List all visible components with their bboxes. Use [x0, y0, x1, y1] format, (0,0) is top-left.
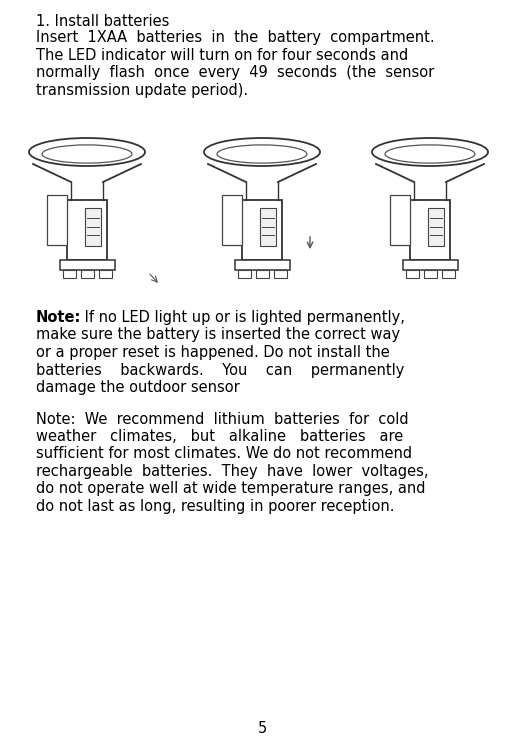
Bar — [62, 270, 75, 278]
Text: weather   climates,   but   alkaline   batteries   are: weather climates, but alkaline batteries… — [36, 429, 403, 444]
Text: damage the outdoor sensor: damage the outdoor sensor — [36, 380, 240, 395]
Text: 5: 5 — [257, 721, 267, 736]
Bar — [242, 200, 282, 260]
Text: batteries    backwards.    You    can    permanently: batteries backwards. You can permanently — [36, 362, 405, 377]
Bar — [274, 270, 287, 278]
Bar — [260, 208, 276, 246]
Bar — [81, 270, 93, 278]
Bar — [442, 270, 454, 278]
Text: do not last as long, resulting in poorer reception.: do not last as long, resulting in poorer… — [36, 499, 395, 514]
Bar — [222, 195, 242, 245]
Bar — [60, 260, 115, 270]
Text: make sure the battery is inserted the correct way: make sure the battery is inserted the co… — [36, 327, 400, 342]
Text: Insert  1XAA  batteries  in  the  battery  compartment.: Insert 1XAA batteries in the battery com… — [36, 30, 434, 45]
Bar — [410, 200, 450, 260]
Text: If no LED light up or is lighted permanently,: If no LED light up or is lighted permane… — [80, 310, 405, 325]
Text: or a proper reset is happened. Do not install the: or a proper reset is happened. Do not in… — [36, 345, 390, 360]
Bar — [402, 260, 457, 270]
Bar — [85, 208, 101, 246]
Text: sufficient for most climates. We do not recommend: sufficient for most climates. We do not … — [36, 447, 412, 461]
Text: normally  flash  once  every  49  seconds  (the  sensor: normally flash once every 49 seconds (th… — [36, 65, 434, 80]
Text: 1. Install batteries: 1. Install batteries — [36, 14, 169, 29]
Bar — [390, 195, 410, 245]
Bar — [235, 260, 289, 270]
Text: The LED indicator will turn on for four seconds and: The LED indicator will turn on for four … — [36, 48, 408, 63]
Bar — [99, 270, 112, 278]
Bar — [67, 200, 107, 260]
Bar — [256, 270, 268, 278]
Text: Note:  We  recommend  lithium  batteries  for  cold: Note: We recommend lithium batteries for… — [36, 411, 409, 426]
Bar — [47, 195, 67, 245]
Bar — [428, 208, 444, 246]
Bar — [406, 270, 419, 278]
Text: do not operate well at wide temperature ranges, and: do not operate well at wide temperature … — [36, 482, 425, 497]
Text: Note:: Note: — [36, 310, 81, 325]
Text: transmission update period).: transmission update period). — [36, 82, 248, 98]
Bar — [237, 270, 250, 278]
Bar — [423, 270, 436, 278]
Text: rechargeable  batteries.  They  have  lower  voltages,: rechargeable batteries. They have lower … — [36, 464, 429, 479]
